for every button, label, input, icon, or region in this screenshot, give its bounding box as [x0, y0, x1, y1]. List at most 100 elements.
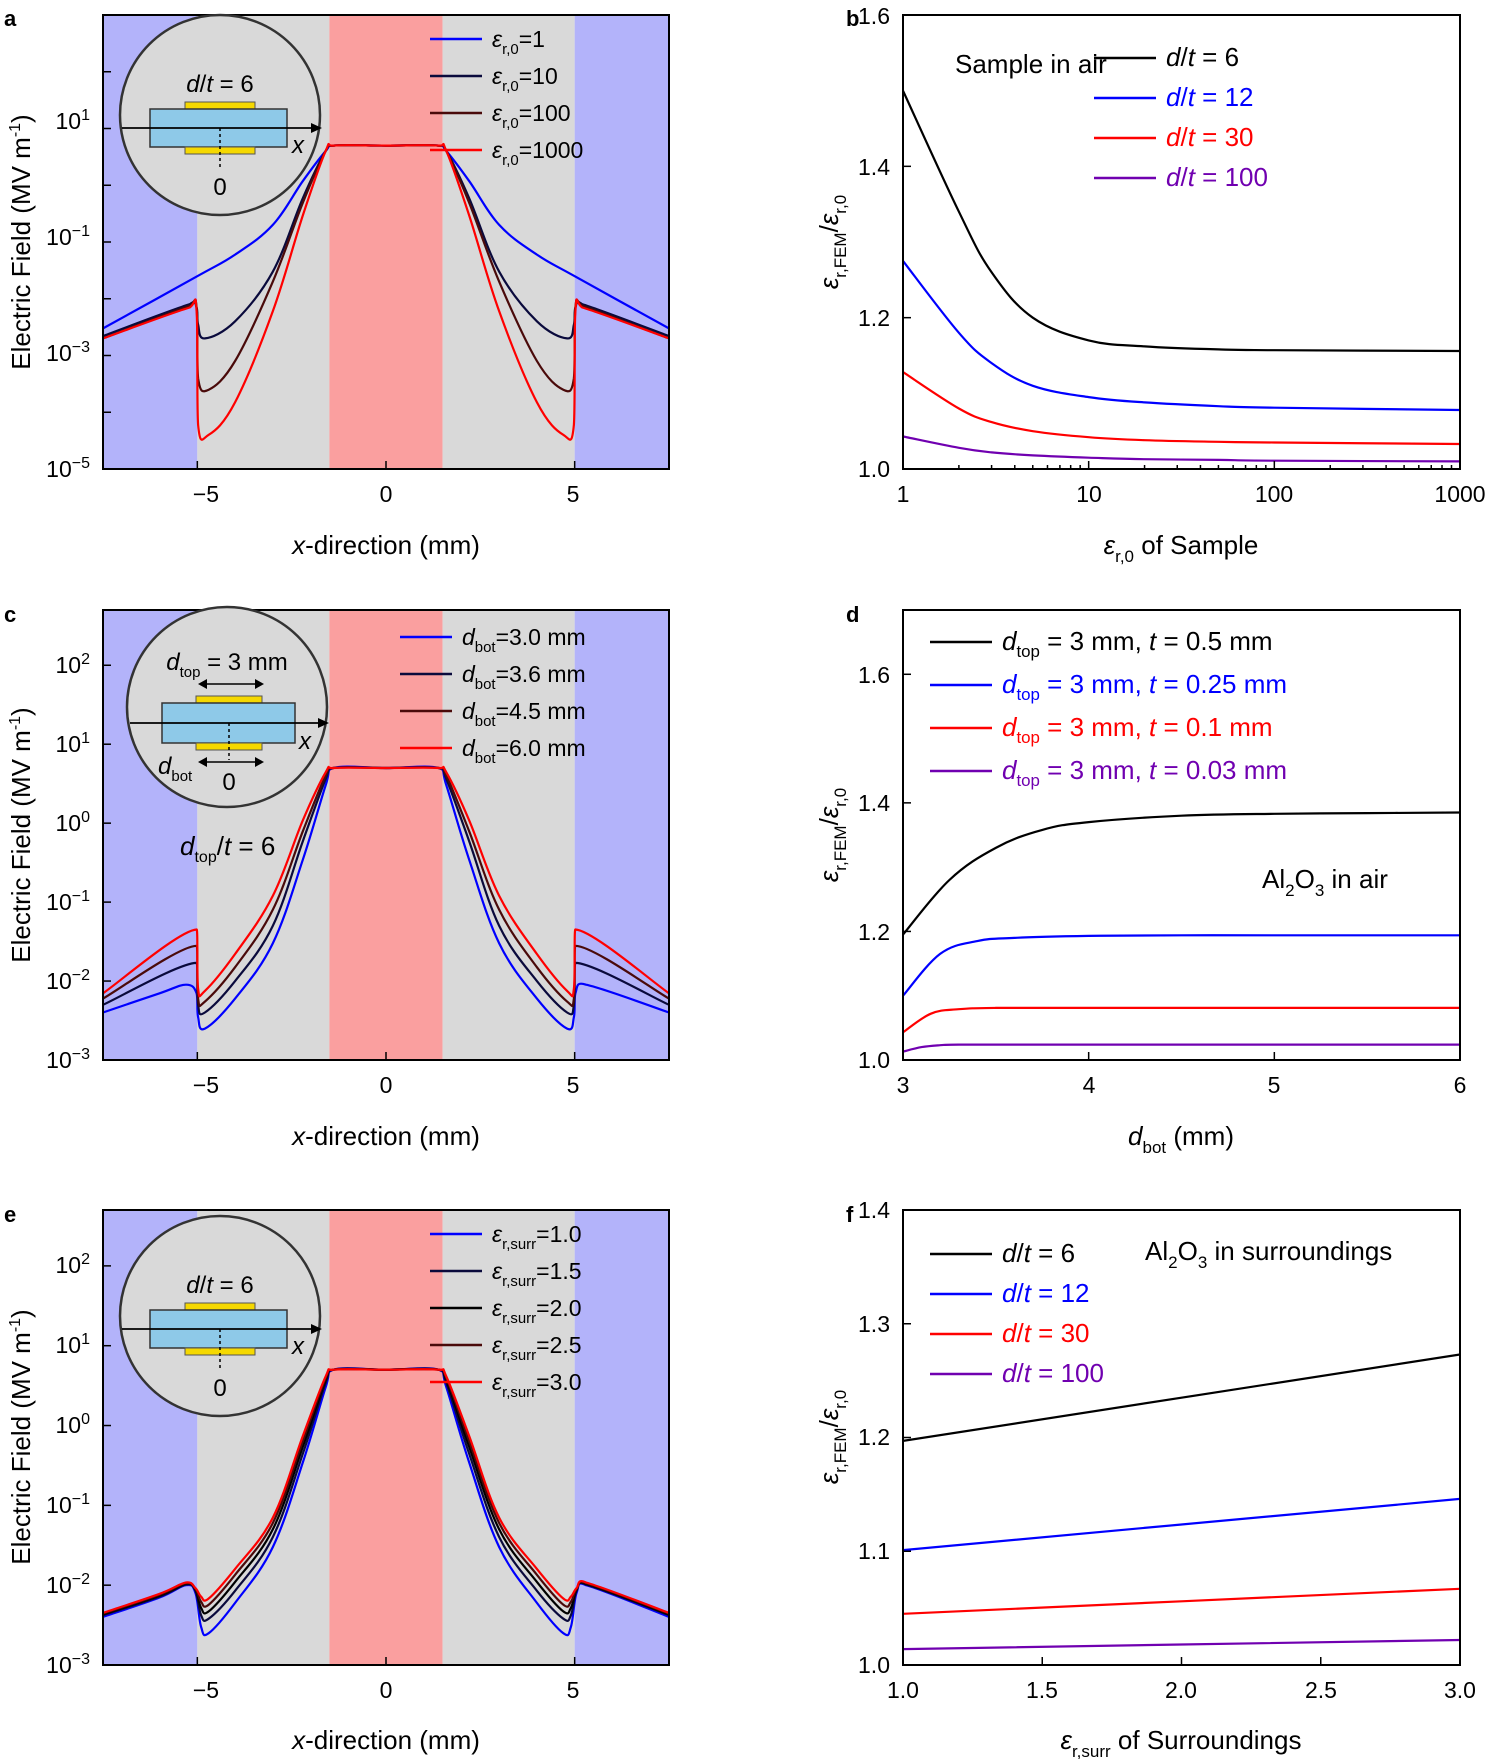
inset-x: x: [291, 132, 305, 159]
ytick-label: 1.4: [858, 154, 890, 180]
ytick-label: 100: [56, 809, 91, 836]
series-lines: [103, 142, 669, 441]
inset-dbot-label: dbot: [158, 753, 193, 785]
x-axis-title: εr,surr of Surroundings: [1061, 1725, 1302, 1759]
top-electrode: [184, 1302, 256, 1311]
arrow-head-icon: [255, 679, 264, 689]
panel-label-e: e: [4, 1202, 16, 1227]
series-lines: [103, 1367, 669, 1637]
legend-label: d/t = 100: [1002, 1358, 1104, 1388]
legend: dtop = 3 mm, t = 0.5 mm dtop = 3 mm, t = …: [930, 626, 1287, 790]
legend-label: εr,surr=2.0: [492, 1295, 582, 1327]
top-electrode: [195, 695, 263, 704]
ytick-label: 10−2: [46, 1571, 90, 1598]
series-line: [103, 142, 669, 441]
ytick-label: 1.2: [858, 919, 890, 945]
ytick-label: 101: [56, 107, 91, 134]
y-axis-title: Electric Field (MV m-1): [6, 707, 36, 962]
annotation: Sample in air: [955, 49, 1107, 79]
xtick-label: 1.5: [1026, 1677, 1058, 1703]
legend: εr,0=1 εr,0=10 εr,0=100 εr,0=1000: [430, 26, 583, 169]
legend-label: εr,0=1000: [492, 137, 583, 169]
axis-ticks: [902, 1209, 1461, 1666]
region-band: [442, 15, 575, 469]
legend-label: d/t = 6: [1166, 42, 1239, 72]
legend: d/t = 6 d/t = 12 d/t = 30 d/t = 100: [1094, 42, 1268, 192]
xtick-label: 1: [897, 481, 910, 507]
plot-frame: [902, 609, 1461, 1061]
series-line: [903, 1638, 1460, 1651]
xtick-label: 4: [1083, 1072, 1096, 1098]
legend: d/t = 6 d/t = 12 d/t = 30 d/t = 100: [930, 1238, 1104, 1388]
arrow-head-icon: [311, 1324, 322, 1334]
xtick-label: 5: [567, 1677, 580, 1703]
plot-frame: [102, 1209, 670, 1666]
panel-b: 1.0 1.2 1.4 1.6 1 10 100 1000 εr,0 of Sa…: [814, 3, 1486, 566]
inset-diagram: d/t = 6 0 x: [118, 13, 322, 217]
legend-label: εr,0=1: [492, 26, 545, 58]
xtick-label: 2.5: [1305, 1677, 1337, 1703]
xtick-label: 10: [1076, 481, 1102, 507]
legend-label: εr,0=10: [492, 63, 558, 95]
inset-ratio-label: d/t = 6: [186, 1272, 253, 1299]
legend-label: d/t = 12: [1166, 82, 1254, 112]
plot-frame: [902, 14, 1461, 470]
region-band: [329, 610, 443, 1060]
ytick-label: 1.4: [858, 1197, 890, 1223]
legend: εr,surr=1.0 εr,surr=1.5 εr,surr=2.0 εr,surr…: [430, 1221, 582, 1401]
series-line: [903, 260, 1460, 412]
ytick-label: 10−1: [46, 223, 90, 250]
legend-label: dbot=3.0 mm: [462, 624, 586, 656]
annotation: Al2O3 in surroundings: [1145, 1236, 1392, 1272]
ytick-label: 101: [56, 1331, 91, 1358]
region-band: [329, 1210, 443, 1665]
legend-label: dtop = 3 mm, t = 0.1 mm: [1002, 712, 1273, 747]
inset-ratio-label: d/t = 6: [186, 71, 253, 98]
inset-ratio-label: dtop/t = 6: [180, 831, 275, 866]
series-line: [903, 811, 1460, 936]
inset-zero: 0: [213, 1375, 226, 1402]
ytick-label: 1.0: [858, 1047, 890, 1073]
xtick-label: 0: [380, 1072, 393, 1098]
inset-x: x: [291, 1333, 305, 1360]
inset-zero: 0: [222, 769, 235, 796]
x-axis-title: dbot (mm): [1128, 1121, 1234, 1157]
series-line: [903, 1497, 1460, 1552]
ytick-label: 10−5: [46, 455, 90, 482]
legend-label: dbot=4.5 mm: [462, 698, 586, 730]
legend-label: d/t = 12: [1002, 1278, 1090, 1308]
ytick-label: 100: [56, 1411, 91, 1438]
series-line: [103, 765, 669, 998]
series-line: [903, 1006, 1460, 1034]
ytick-label: 1.6: [858, 3, 890, 29]
ytick-label: 1.4: [858, 790, 890, 816]
xtick-label: 2.0: [1165, 1677, 1197, 1703]
ytick-label: 10−3: [46, 1046, 90, 1073]
region-band: [329, 15, 443, 469]
xtick-label: −5: [193, 1677, 219, 1703]
series-line: [903, 1587, 1460, 1615]
xtick-label: −5: [193, 1072, 219, 1098]
legend-label: εr,surr=3.0: [492, 1369, 582, 1401]
legend-label: dtop = 3 mm, t = 0.5 mm: [1002, 626, 1273, 661]
y-axis-title: εr,FEM/εr,0: [814, 195, 850, 289]
legend-label: d/t = 30: [1002, 1318, 1090, 1348]
xtick-label: 100: [1255, 481, 1293, 507]
xtick-label: 3: [897, 1072, 910, 1098]
ytick-label: 1.0: [858, 1652, 890, 1678]
plot-frame: [902, 1209, 1461, 1666]
xtick-label: −5: [193, 481, 219, 507]
panel-d: 1.0 1.2 1.4 1.6 3 4 5 6 dbot (mm) εr,FEM…: [814, 609, 1466, 1157]
panel-label-d: d: [846, 602, 859, 627]
series-line: [903, 1353, 1460, 1442]
inset-zero: 0: [213, 174, 226, 201]
series-line: [903, 371, 1460, 446]
series-lines: [103, 765, 669, 1031]
series-line: [903, 1043, 1460, 1053]
series-line: [903, 435, 1460, 463]
xtick-label: 5: [567, 1072, 580, 1098]
arrow-head-icon: [318, 718, 329, 728]
legend-label: εr,surr=1.5: [492, 1258, 582, 1290]
y-axis-title: εr,FEM/εr,0: [814, 1390, 850, 1484]
